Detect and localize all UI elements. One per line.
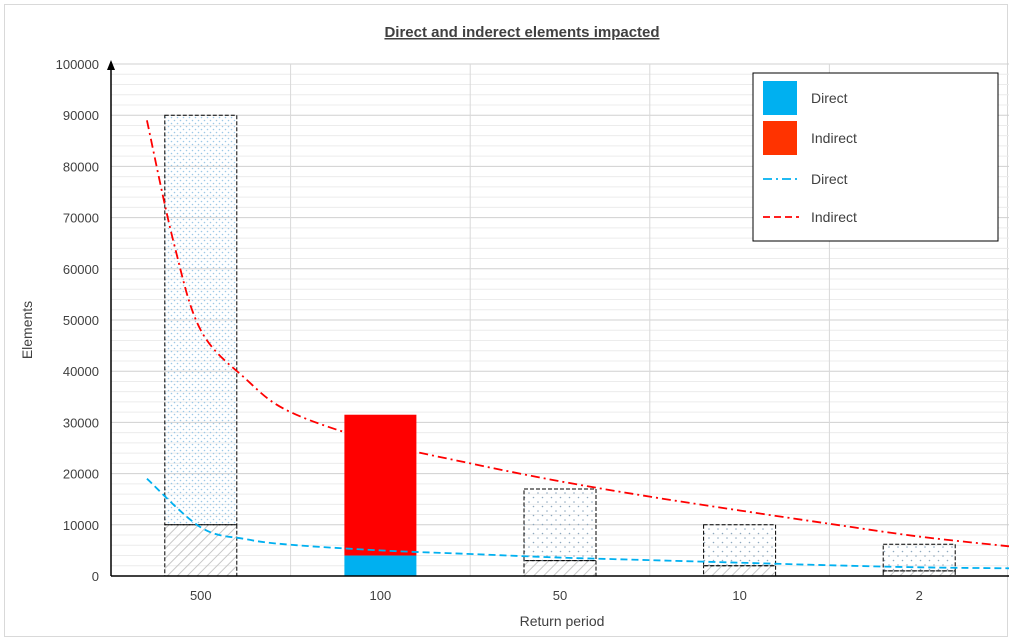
bar-direct-50 [523,560,597,577]
y-axis: 0 10000 20000 30000 40000 50000 60000 70000 8000… [56,57,115,584]
x-tick-label: 500 [190,588,212,603]
y-tick-label: 80000 [63,159,99,174]
legend-label: Indirect [811,209,857,225]
bar-direct-100 [344,555,417,576]
trendline-direct [146,478,1010,570]
x-tick-label: 100 [370,588,392,603]
y-tick-label: 30000 [63,415,99,430]
legend-swatch-direct [763,81,797,115]
legend-label: Direct [811,171,848,187]
legend: Direct Indirect Direct Indirect [752,72,999,242]
x-tick-label: 2 [916,588,923,603]
bar-indirect-500 [164,114,238,526]
bar-indirect-100 [344,414,417,556]
y-tick-label: 0 [92,569,99,584]
y-tick-label: 60000 [63,262,99,277]
legend-swatch-indirect [763,121,797,155]
y-tick-label: 10000 [63,518,99,533]
chart-svg: Direct and inderect elements impacted 0 1… [19,24,1010,629]
y-tick-label: 90000 [63,108,99,123]
x-tick-label: 10 [732,588,746,603]
x-axis-label: Return period [520,613,605,629]
y-axis-arrow [107,60,115,70]
bar-indirect-50 [523,488,597,562]
bar-direct-500 [164,524,238,577]
y-tick-label: 40000 [63,364,99,379]
bars [164,114,956,577]
trendlines [146,120,1010,570]
y-axis-label: Elements [19,301,35,359]
y-tick-label: 50000 [63,313,99,328]
x-tick-label: 50 [553,588,567,603]
chart-title: Direct and inderect elements impacted [384,24,659,41]
bar-direct-2 [882,570,956,577]
y-tick-label: 70000 [63,211,99,226]
legend-label: Indirect [811,130,857,146]
x-axis: 500 100 50 10 2 [111,575,1009,603]
legend-label: Direct [811,90,848,106]
bar-indirect-10 [703,524,777,567]
y-tick-label: 100000 [56,57,99,72]
bar-direct-10 [703,565,777,577]
chart-frame: Direct and inderect elements impacted 0 1… [4,4,1010,637]
trendline-indirect [146,120,1010,548]
y-tick-label: 20000 [63,467,99,482]
